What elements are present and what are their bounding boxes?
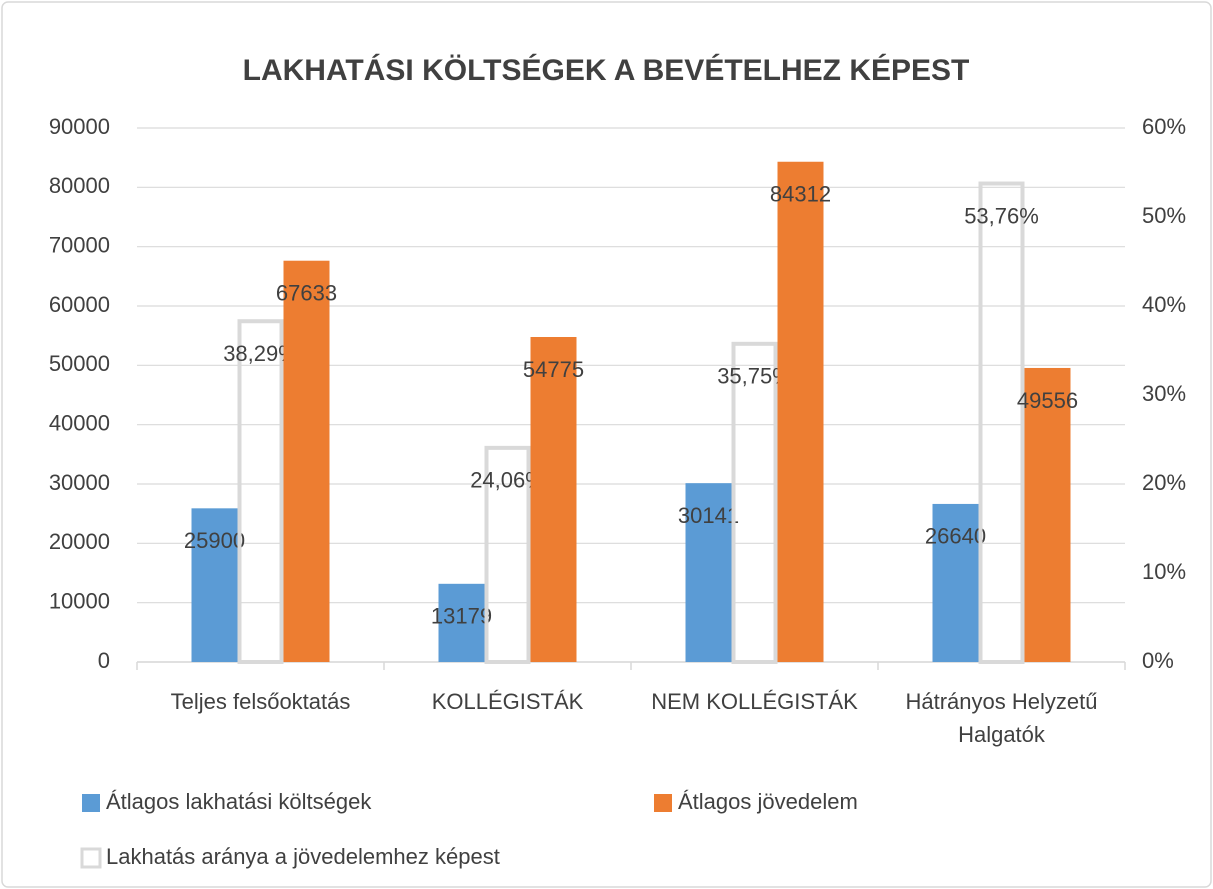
chart-title: LAKHATÁSI KÖLTSÉGEK A BEVÉTELHEZ KÉPEST (243, 53, 970, 87)
x-tick-label: Hátrányos Helyzetű Halgatók (905, 689, 1098, 747)
x-tick-label: Teljes felsőoktatás (170, 689, 351, 714)
y2-tick-label: 50% (1142, 203, 1186, 228)
data-label: 53,76% (964, 203, 1039, 228)
data-label: 13179 (431, 604, 492, 629)
y-tick-label: 90000 (49, 114, 110, 139)
bar (530, 337, 577, 662)
legend-label: Átlagos lakhatási költségek (106, 789, 372, 814)
y-tick-label: 60000 (49, 292, 110, 317)
y2-tick-label: 0% (1142, 648, 1174, 673)
y2-tick-label: 60% (1142, 114, 1186, 139)
y-tick-label: 10000 (49, 588, 110, 613)
data-label: 67633 (276, 281, 337, 306)
data-label: 25900 (184, 528, 245, 553)
bar (484, 445, 531, 664)
data-label: 84312 (770, 182, 831, 207)
bar (438, 583, 485, 662)
y-tick-label: 40000 (49, 410, 110, 435)
y-tick-label: 0 (98, 648, 110, 673)
bar (932, 503, 979, 662)
bar (731, 341, 778, 664)
y-tick-label: 70000 (49, 232, 110, 257)
bar (978, 181, 1025, 664)
legend-label: Átlagos jövedelem (678, 789, 858, 814)
y-tick-label: 20000 (49, 529, 110, 554)
data-label: 30141 (678, 503, 739, 528)
y2-tick-label: 30% (1142, 381, 1186, 406)
bar (237, 319, 284, 664)
bar (777, 161, 824, 663)
legend-swatch (80, 847, 102, 869)
y2-tick-label: 10% (1142, 559, 1186, 584)
bar (685, 483, 732, 662)
y-tick-label: 50000 (49, 351, 110, 376)
x-tick-label: NEM KOLLÉGISTÁK (651, 689, 858, 714)
y-tick-label: 80000 (49, 173, 110, 198)
bar (191, 508, 238, 662)
y-tick-label: 30000 (49, 470, 110, 495)
bar (1024, 367, 1071, 662)
data-label: 26640 (925, 524, 986, 549)
legend-swatch (82, 794, 100, 812)
legend-label: Lakhatás aránya a jövedelemhez képest (106, 844, 500, 869)
x-tick-label: KOLLÉGISTÁK (431, 689, 584, 714)
bar (283, 260, 330, 662)
data-label: 49556 (1017, 388, 1078, 413)
data-label: 54775 (523, 357, 584, 382)
y2-tick-label: 20% (1142, 470, 1186, 495)
legend-swatch (654, 794, 672, 812)
y2-tick-label: 40% (1142, 292, 1186, 317)
